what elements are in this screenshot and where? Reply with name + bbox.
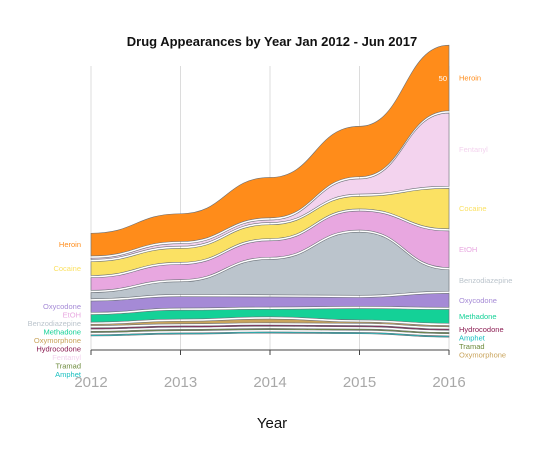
stream-benzodiazepine bbox=[90, 231, 450, 300]
right-label-heroin: Heroin bbox=[459, 74, 481, 83]
right-label-hydrocodone: Hydrocodone bbox=[459, 325, 504, 334]
right-label-tramad: Tramad bbox=[459, 342, 485, 351]
left-label-fentanyl: Fentanyl bbox=[52, 353, 81, 362]
left-label-heroin: Heroin bbox=[59, 240, 81, 249]
x-tick-label-2013: 2013 bbox=[164, 374, 197, 391]
stream-etoh bbox=[90, 210, 450, 291]
stream-cocaine bbox=[90, 188, 450, 276]
x-tick-label-2014: 2014 bbox=[253, 374, 286, 391]
right-label-methadone: Methadone bbox=[459, 312, 497, 321]
left-label-etoh: EtOH bbox=[63, 311, 81, 320]
left-label-hydrocodone: Hydrocodone bbox=[36, 345, 81, 354]
right-label-benzodiazepine: Benzodiazepine bbox=[459, 276, 512, 285]
x-tick-label-2015: 2015 bbox=[343, 374, 376, 391]
stream-fentanyl bbox=[90, 112, 450, 260]
stream-oxymorphone bbox=[90, 318, 450, 328]
right-label-amphet: Amphet bbox=[459, 334, 486, 343]
left-labels: Heroin Cocaine OxycodoneEtOHBenzodiazepine… bbox=[28, 240, 82, 379]
x-tick-label-2016: 2016 bbox=[432, 374, 465, 391]
stream-oxycodone bbox=[90, 293, 450, 313]
x-axis: 2012 2013 2014 2015 2016 bbox=[74, 349, 466, 391]
x-axis-label: Year bbox=[257, 415, 287, 432]
stream-hydrocodone bbox=[90, 324, 450, 331]
right-label-oxycodone: Oxycodone bbox=[459, 296, 497, 305]
right-labels: Heroin Fentanyl Cocaine EtOH Benzodiazepine O… bbox=[459, 74, 512, 360]
stream-heroin bbox=[90, 44, 450, 257]
right-label-oxymorphone: Oxymorphone bbox=[459, 351, 506, 360]
stream-layers: 50 bbox=[90, 44, 450, 338]
stream-tramad bbox=[90, 328, 450, 335]
chart-title: Drug Appearances by Year Jan 2012 - Jun … bbox=[127, 34, 417, 49]
left-label-oxycodone: Oxycodone bbox=[43, 302, 81, 311]
left-label-methadone: Methadone bbox=[43, 328, 81, 337]
left-label-tramad: Tramad bbox=[55, 362, 81, 371]
stream-amphet bbox=[90, 331, 450, 338]
left-label-benzodiazepine: Benzodiazepine bbox=[28, 319, 81, 328]
left-label-cocaine: Cocaine bbox=[53, 264, 81, 273]
right-label-cocaine: Cocaine bbox=[459, 204, 487, 213]
x-tick-label-2012: 2012 bbox=[74, 374, 107, 391]
left-label-oxymorphone: Oxymorphone bbox=[34, 336, 81, 345]
value-annotation: 50 bbox=[439, 74, 447, 83]
left-label-amphet: Amphet bbox=[55, 370, 82, 379]
right-label-etoh: EtOH bbox=[459, 245, 477, 254]
right-label-fentanyl: Fentanyl bbox=[459, 145, 488, 154]
stream-methadone bbox=[90, 308, 450, 324]
